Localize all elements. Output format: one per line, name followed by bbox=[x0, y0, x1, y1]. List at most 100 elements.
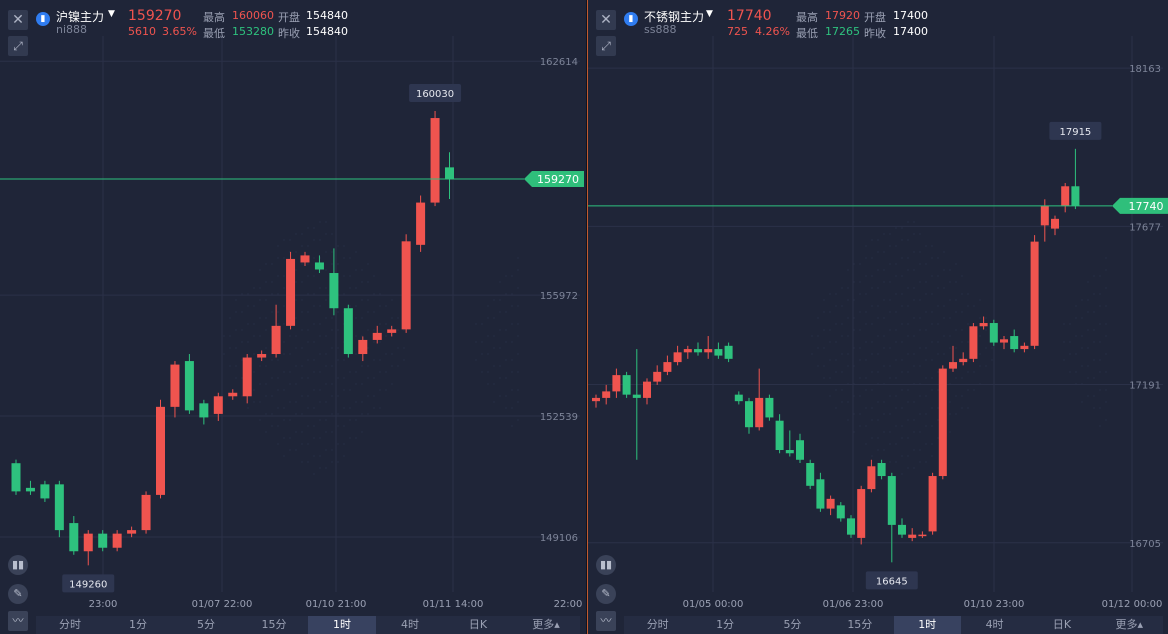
close-pane-button[interactable]: ✕ bbox=[596, 10, 616, 30]
map-dot bbox=[259, 401, 261, 403]
candlestick-chart-stainless[interactable]: 18163 17677 17191 16705 01/05 00:00 01/06 23:… bbox=[588, 0, 1168, 634]
map-dot bbox=[967, 407, 969, 409]
candle-body bbox=[314, 262, 324, 270]
map-dot bbox=[307, 275, 309, 277]
map-dot bbox=[295, 233, 297, 235]
tf-fenshi[interactable]: 分时 bbox=[646, 618, 669, 631]
map-dot bbox=[265, 383, 267, 385]
map-dot bbox=[901, 341, 903, 343]
candle-body bbox=[908, 534, 917, 538]
map-dot bbox=[241, 395, 243, 397]
candle-body bbox=[632, 394, 641, 398]
tf-1h[interactable]: 1时 bbox=[893, 616, 961, 634]
map-dot bbox=[973, 389, 975, 391]
map-dot bbox=[337, 329, 339, 331]
map-dot bbox=[883, 317, 885, 319]
pencil-icon[interactable]: ✎ bbox=[8, 584, 28, 604]
tf-day[interactable]: 日K bbox=[1052, 618, 1072, 631]
quote-header: ✕ ⤢ ▮ 不锈钢主力 ▼ ss888 17740 725 4.26% 最高 1… bbox=[588, 6, 1168, 56]
candlestick-chart-nickel[interactable]: 162614 155972 152539 149106 23:00 01/07 22:00… bbox=[0, 0, 586, 634]
tf-1h[interactable]: 1时 bbox=[308, 616, 376, 634]
chart-pane-stainless[interactable]: 18163 17677 17191 16705 01/05 00:00 01/06 23:… bbox=[587, 0, 1168, 634]
map-dot bbox=[337, 461, 339, 463]
candle-body bbox=[857, 489, 866, 538]
tf-5min[interactable]: 5分 bbox=[197, 618, 215, 631]
tf-1min[interactable]: 1分 bbox=[716, 618, 735, 631]
symbol-name[interactable]: 沪镍主力 bbox=[56, 10, 105, 24]
tf-more[interactable]: 更多▴ bbox=[532, 618, 560, 631]
last-price-tag-label: 159270 bbox=[537, 173, 579, 186]
map-dot bbox=[937, 287, 939, 289]
symbol-name[interactable]: 不锈钢主力 bbox=[644, 10, 705, 24]
map-dot bbox=[955, 311, 957, 313]
tf-15min[interactable]: 15分 bbox=[261, 618, 287, 631]
map-dot bbox=[505, 341, 507, 343]
map-dot bbox=[235, 329, 237, 331]
map-dot bbox=[307, 443, 309, 445]
tf-15min[interactable]: 15分 bbox=[847, 618, 873, 631]
map-dot bbox=[919, 413, 921, 415]
map-dot bbox=[1099, 341, 1101, 343]
y-tick-label: 18163 bbox=[1129, 64, 1161, 75]
tf-more[interactable]: 更多▴ bbox=[1115, 618, 1144, 631]
map-dot bbox=[379, 341, 381, 343]
map-dot bbox=[865, 323, 867, 325]
map-dot bbox=[913, 287, 915, 289]
chevron-down-icon[interactable]: ▼ bbox=[706, 9, 713, 19]
map-dot bbox=[1075, 317, 1077, 319]
max-annotation-label: 160030 bbox=[416, 89, 454, 100]
tf-4h[interactable]: 4时 bbox=[985, 618, 1004, 631]
pencil-icon[interactable]: ✎ bbox=[596, 584, 616, 604]
chart-type-icon[interactable]: 〰 bbox=[596, 611, 616, 631]
tf-day[interactable]: 日K bbox=[468, 618, 488, 631]
map-dot bbox=[925, 461, 927, 463]
chart-pane-nickel[interactable]: 162614 155972 152539 149106 23:00 01/07 22:00… bbox=[0, 0, 587, 634]
map-dot bbox=[925, 359, 927, 361]
map-dot bbox=[1105, 371, 1107, 373]
expand-icon[interactable]: ⤢ bbox=[596, 36, 616, 56]
tf-fenshi[interactable]: 分时 bbox=[59, 618, 81, 631]
map-dot bbox=[283, 353, 285, 355]
candle-body bbox=[127, 530, 137, 534]
tf-1min[interactable]: 1分 bbox=[129, 618, 147, 631]
map-dot bbox=[265, 317, 267, 319]
map-dot bbox=[1069, 353, 1071, 355]
map-dot bbox=[325, 431, 327, 433]
indicator-icon[interactable]: ▮▮ bbox=[8, 555, 28, 575]
map-dot bbox=[235, 311, 237, 313]
map-dot bbox=[271, 263, 273, 265]
map-dot bbox=[247, 305, 249, 307]
map-dot bbox=[895, 227, 897, 229]
chart-type-icon[interactable]: 〰 bbox=[8, 611, 28, 631]
map-dot bbox=[919, 461, 921, 463]
map-dot bbox=[865, 389, 867, 391]
tf-4h[interactable]: 4时 bbox=[401, 618, 419, 631]
close-pane-button[interactable]: ✕ bbox=[8, 10, 28, 30]
map-dot bbox=[1081, 335, 1083, 337]
expand-icon[interactable]: ⤢ bbox=[8, 36, 28, 56]
map-dot bbox=[325, 467, 327, 469]
map-dot bbox=[1105, 305, 1107, 307]
map-dot bbox=[379, 323, 381, 325]
map-dot bbox=[241, 311, 243, 313]
map-dot bbox=[307, 311, 309, 313]
map-dot bbox=[295, 251, 297, 253]
map-dot bbox=[319, 467, 321, 469]
map-dot bbox=[277, 275, 279, 277]
map-dot bbox=[967, 389, 969, 391]
chevron-down-icon[interactable]: ▼ bbox=[108, 9, 115, 19]
x-tick-label: 01/07 22:00 bbox=[192, 599, 253, 610]
map-dot bbox=[301, 347, 303, 349]
indicator-icon[interactable]: ▮▮ bbox=[596, 555, 616, 575]
map-dot bbox=[385, 371, 387, 373]
tf-5min[interactable]: 5分 bbox=[783, 618, 802, 631]
map-dot bbox=[295, 413, 297, 415]
y-tick-label: 16705 bbox=[1129, 539, 1161, 550]
map-dot bbox=[487, 317, 489, 319]
map-dot bbox=[841, 323, 843, 325]
candle-body bbox=[430, 118, 440, 203]
map-dot bbox=[1081, 299, 1083, 301]
map-dot bbox=[325, 335, 327, 337]
map-dot bbox=[301, 377, 303, 379]
map-dot bbox=[271, 413, 273, 415]
